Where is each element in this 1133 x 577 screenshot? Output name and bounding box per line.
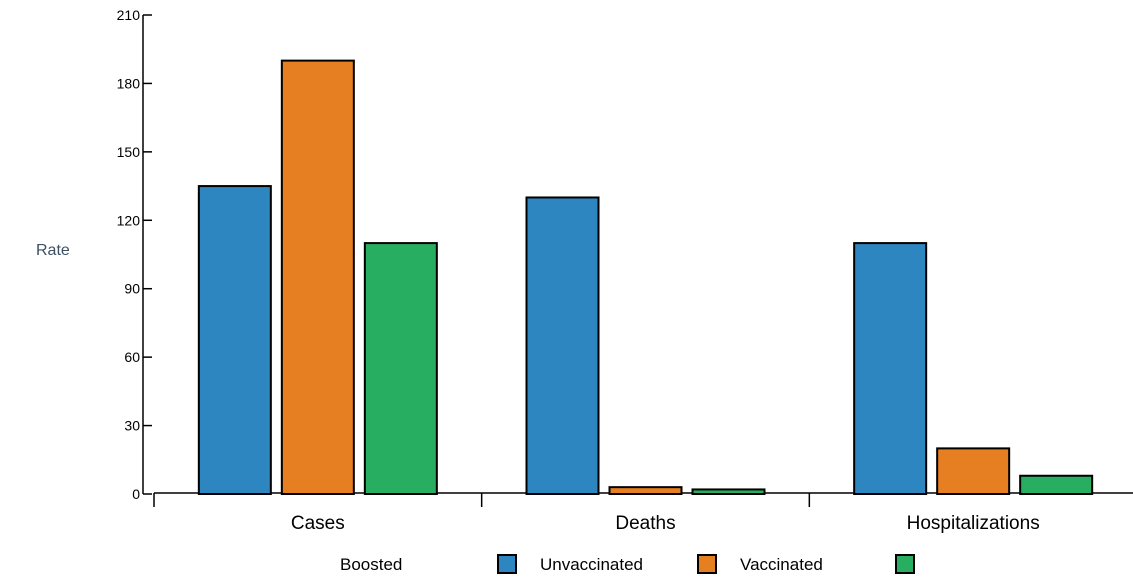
bar xyxy=(197,185,272,495)
y-tick-label: 30 xyxy=(124,418,140,434)
legend-swatch xyxy=(895,554,915,574)
y-tick-label: 120 xyxy=(117,212,141,228)
bar xyxy=(363,242,438,495)
x-category-label: Hospitalizations xyxy=(907,513,1040,534)
bar xyxy=(853,242,928,495)
y-axis: 0 30 60 90 120 150 180 210 xyxy=(117,7,152,502)
bar xyxy=(1019,474,1094,495)
bar xyxy=(608,486,683,495)
legend-label: Boosted xyxy=(340,555,402,574)
bar xyxy=(525,196,600,495)
y-tick-label: 180 xyxy=(117,75,141,91)
y-tick-label: 60 xyxy=(124,349,140,365)
bar xyxy=(280,59,355,495)
bars xyxy=(197,59,1094,496)
y-axis-label: Rate xyxy=(36,242,70,259)
legend-swatch xyxy=(497,554,517,574)
y-tick-label: 210 xyxy=(117,7,141,23)
y-tick-label: 150 xyxy=(117,144,141,160)
y-tick-label: 0 xyxy=(132,486,140,502)
x-category-label: Deaths xyxy=(615,513,675,534)
x-axis: Cases Deaths Hospitalizations xyxy=(153,492,1133,534)
bar xyxy=(691,488,766,496)
legend-label: Vaccinated xyxy=(740,555,823,574)
x-category-label: Cases xyxy=(291,513,345,534)
legend-swatch xyxy=(697,554,717,574)
legend: Boosted Unvaccinated Vaccinated xyxy=(340,554,915,574)
y-tick-label: 90 xyxy=(124,281,140,297)
legend-label: Unvaccinated xyxy=(540,555,643,574)
bar xyxy=(936,447,1011,495)
